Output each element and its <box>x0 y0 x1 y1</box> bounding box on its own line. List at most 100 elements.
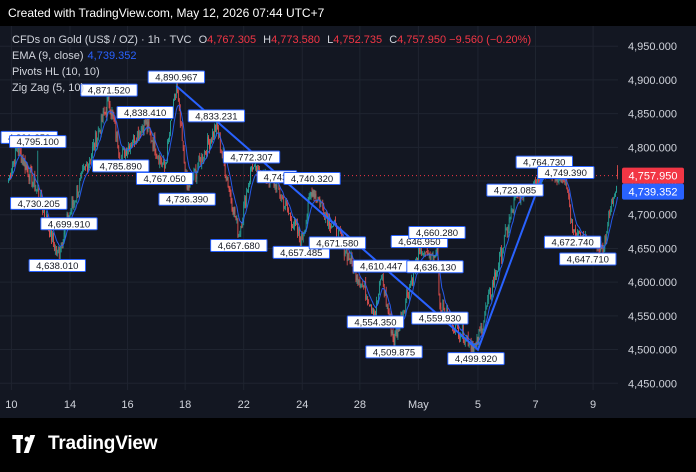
candle-body <box>205 151 206 153</box>
candle-body <box>106 100 108 117</box>
candle-body <box>43 209 44 212</box>
candle-body <box>118 149 120 156</box>
candle <box>244 195 246 209</box>
candle <box>240 225 242 238</box>
y-tick-label: 4,550.000 <box>628 311 677 323</box>
candle-body <box>250 168 251 183</box>
candle-body <box>197 166 199 172</box>
candle-body <box>82 169 83 173</box>
candle-body <box>56 246 57 254</box>
candle <box>126 147 127 157</box>
x-tick-label: 22 <box>238 399 250 411</box>
candle-body <box>350 253 352 264</box>
candle-body <box>75 200 77 203</box>
pivot-high-label: 4,772.307 <box>222 150 281 164</box>
candle-body <box>188 185 190 188</box>
candle <box>25 161 27 171</box>
candle <box>170 120 171 137</box>
candle-body <box>405 300 407 312</box>
candle-body <box>104 112 106 114</box>
pivot-high-label: 4,740.320 <box>283 172 341 186</box>
y-tick-label: 4,650.000 <box>628 243 677 255</box>
pivot-box <box>40 217 98 231</box>
candle <box>198 155 200 168</box>
candle <box>94 130 96 152</box>
chart-panel[interactable]: CFDs on Gold (US$ / OZ) · 1h · TVC O4,76… <box>0 26 696 418</box>
candle-body <box>15 149 17 150</box>
candle <box>318 196 320 200</box>
candle <box>150 130 152 144</box>
candle <box>463 339 465 345</box>
candle-body <box>258 167 259 170</box>
candle-body <box>97 130 99 137</box>
candle <box>35 184 37 192</box>
candle <box>208 135 209 145</box>
candle <box>122 146 124 161</box>
candle <box>494 268 495 288</box>
candle-body <box>304 230 306 232</box>
candle-body <box>149 127 151 132</box>
candle-body <box>276 182 278 190</box>
candle-body <box>320 202 322 207</box>
candle-body <box>228 186 230 190</box>
candle-body <box>243 204 245 222</box>
symbol-label[interactable]: CFDs on Gold (US$ / OZ) · 1h · TVC <box>12 34 192 46</box>
candle-body <box>171 118 172 121</box>
candle <box>488 289 490 305</box>
candle <box>177 89 179 102</box>
candle-body <box>507 228 509 234</box>
candle <box>253 166 254 170</box>
candle <box>432 251 434 261</box>
candle-body <box>35 189 37 191</box>
candle-body <box>237 218 239 238</box>
pivot-box <box>308 236 367 250</box>
candle-body <box>257 167 258 171</box>
candle <box>363 285 365 290</box>
candle-body <box>381 278 382 280</box>
candle-body <box>140 128 142 135</box>
candle <box>569 192 571 208</box>
candle <box>422 252 424 257</box>
tradingview-logo[interactable]: TradingView <box>12 432 158 456</box>
candle-body <box>404 310 406 313</box>
candle <box>495 269 496 281</box>
legend-pivots-row[interactable]: Pivots HL (10, 10) <box>12 64 531 80</box>
candle <box>615 191 616 198</box>
candle-body <box>377 300 378 302</box>
candle <box>289 212 290 215</box>
candle-body <box>504 228 506 236</box>
candle <box>319 196 321 209</box>
candle-body <box>391 331 393 333</box>
candle-body <box>308 197 310 201</box>
candle-body <box>319 200 321 208</box>
candle-body <box>361 283 363 286</box>
x-tick-label: 7 <box>532 399 538 411</box>
candle-body <box>290 212 291 220</box>
candle <box>137 126 139 142</box>
candle <box>394 330 396 347</box>
pivot-value: 4,833.231 <box>195 111 237 122</box>
candle-body <box>128 145 129 150</box>
candle-body <box>85 166 86 168</box>
candle-body <box>224 162 226 176</box>
price-chart[interactable]: 4,801.3504,795.1004,871.5204,838.4104,89… <box>0 26 696 418</box>
candle <box>180 120 182 127</box>
pivot-low-label: 4,509.875 <box>365 345 423 359</box>
candle-body <box>511 209 513 211</box>
candle-body <box>273 181 275 187</box>
candle <box>235 216 237 221</box>
candle <box>85 164 86 171</box>
candle <box>500 244 502 264</box>
candle <box>332 225 333 228</box>
legend-ema-row[interactable]: EMA (9, close) 4,739.352 <box>12 48 531 64</box>
candle <box>99 129 101 134</box>
legend-zigzag-row[interactable]: Zig Zag (5, 10) <box>12 80 531 96</box>
candle <box>53 241 55 252</box>
pivot-box <box>283 172 341 186</box>
candle-body <box>496 272 497 278</box>
candle <box>573 229 574 235</box>
candle-body <box>383 287 385 296</box>
candle-body <box>115 121 117 138</box>
candle-body <box>493 281 494 286</box>
pivot-value: 4,657.485 <box>280 248 322 259</box>
